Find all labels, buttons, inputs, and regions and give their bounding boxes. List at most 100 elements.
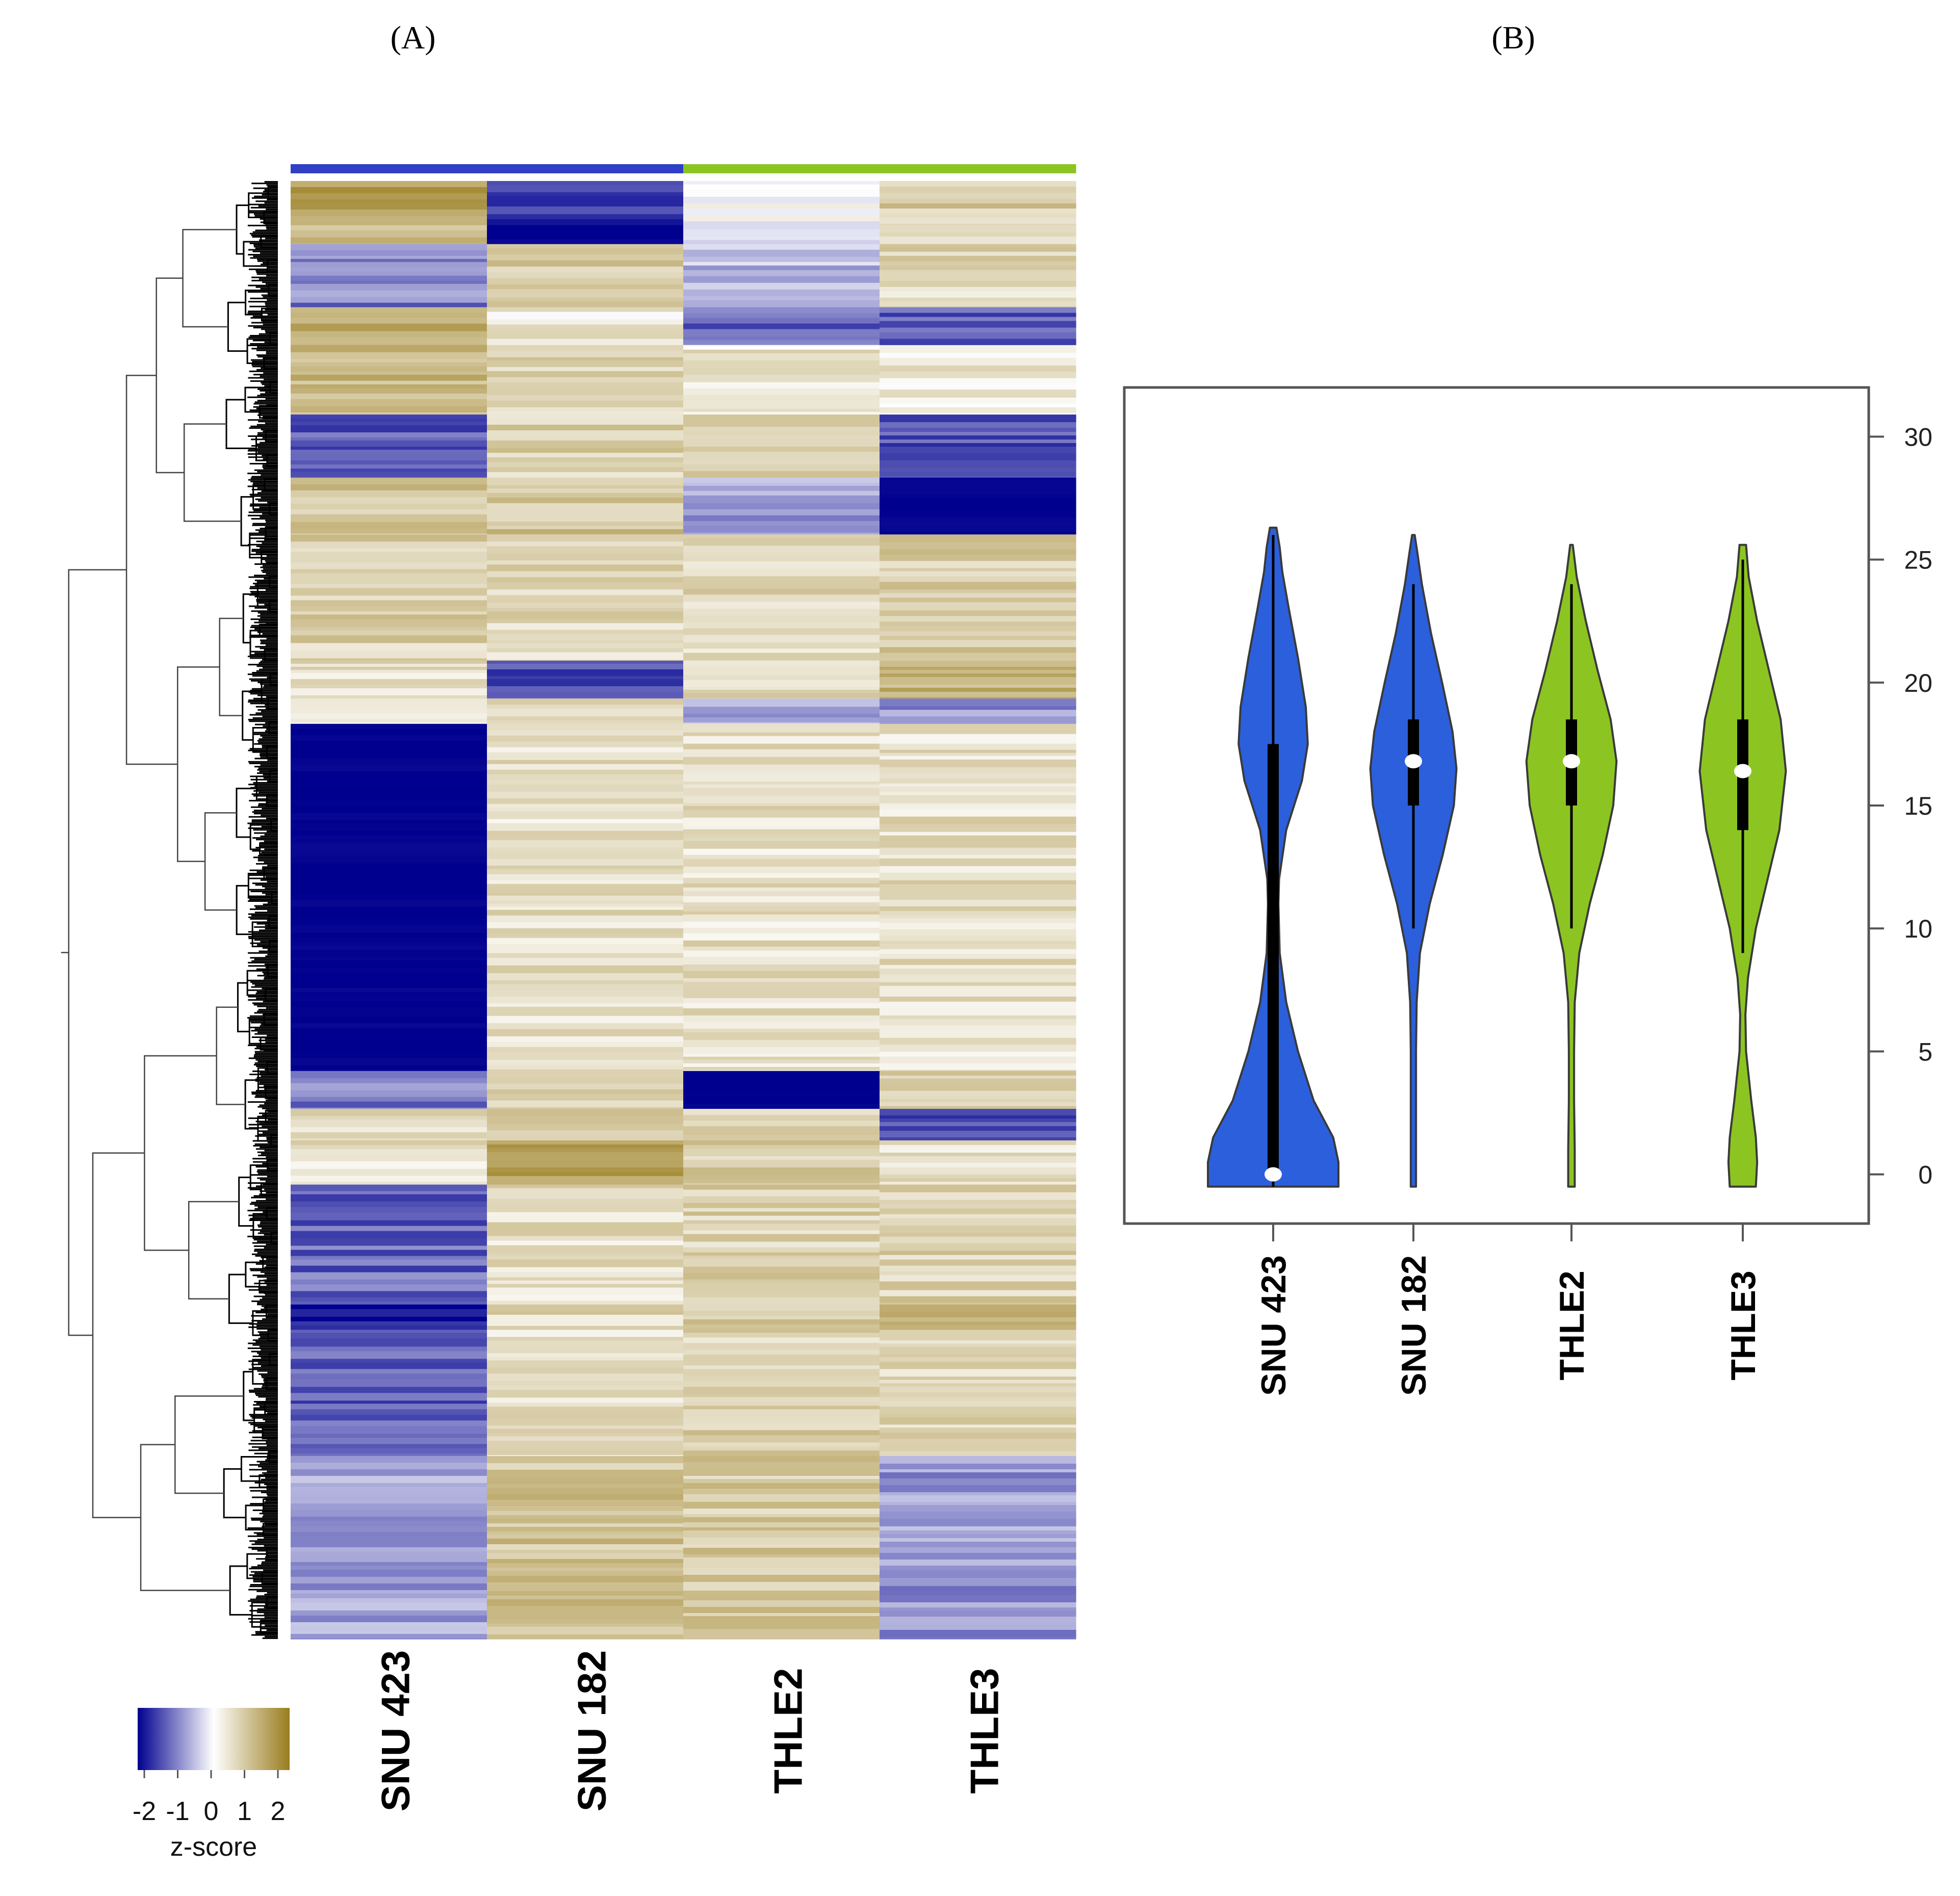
heatmap-cell xyxy=(291,894,487,901)
heatmap-cell xyxy=(487,564,684,572)
heatmap-cell xyxy=(487,1340,684,1348)
heatmap-cell xyxy=(487,1259,684,1268)
heatmap-cell xyxy=(880,923,1076,930)
heatmap-cell xyxy=(683,1381,880,1387)
heatmap-cell xyxy=(880,422,1076,428)
heatmap-cell xyxy=(683,841,880,849)
heatmap-cell xyxy=(291,1116,487,1120)
heatmap-cell xyxy=(487,1455,684,1457)
heatmap-cell xyxy=(683,940,880,947)
violin-median xyxy=(1734,764,1751,778)
heatmap-cell xyxy=(683,229,880,238)
heatmap-cell xyxy=(880,631,1076,636)
heatmap-cell xyxy=(487,503,684,509)
heatmap-cell xyxy=(683,1126,880,1131)
violin xyxy=(1525,543,1618,1188)
heatmap-cell xyxy=(880,568,1076,572)
heatmap-cell xyxy=(487,453,684,458)
heatmap-cell xyxy=(487,1425,684,1429)
heatmap-cell xyxy=(291,672,487,680)
heatmap-cell xyxy=(683,1343,880,1350)
heatmap-cell xyxy=(487,1130,684,1136)
heatmap-cell xyxy=(880,193,1076,199)
heatmap-cell xyxy=(291,1536,487,1544)
heatmap-cell xyxy=(880,791,1076,796)
heatmap-cell xyxy=(880,203,1076,209)
heatmap-cell xyxy=(291,850,487,857)
heatmap-cell xyxy=(683,237,880,241)
heatmap-cell xyxy=(683,946,880,951)
heatmap-cell xyxy=(291,1426,487,1434)
heatmap-cell xyxy=(291,1444,487,1448)
heatmap-cell xyxy=(291,1362,487,1369)
heatmap-cell xyxy=(880,321,1076,328)
heatmap-cell xyxy=(291,280,487,284)
heatmap-cell xyxy=(487,652,684,660)
heatmap-cell xyxy=(683,680,880,687)
heatmap-cell xyxy=(487,1634,684,1640)
heatmap-cell xyxy=(291,1333,487,1339)
heatmap-cell xyxy=(683,336,880,341)
heatmap-cell xyxy=(291,914,487,920)
heatmap-cell xyxy=(683,1104,880,1109)
heatmap-cell xyxy=(487,1184,684,1189)
heatmap-cell xyxy=(291,932,487,939)
heatmap-cell xyxy=(683,1203,880,1209)
heatmap-cell xyxy=(880,1008,1076,1016)
heatmap-cell xyxy=(880,1400,1076,1407)
violin-x-labels: SNU 423 SNU 182 THLE2 THLE3 xyxy=(1254,1224,1763,1396)
heatmap-cell xyxy=(487,1575,684,1583)
heatmap-cell xyxy=(487,1407,684,1414)
heatmap-cell xyxy=(683,435,880,440)
heatmap-cell xyxy=(291,1526,487,1533)
heatmap-cell xyxy=(487,603,684,608)
heatmap-cell xyxy=(291,275,487,281)
dendrogram-branch xyxy=(245,1504,264,1530)
heatmap-cell xyxy=(683,439,880,447)
heatmap-cell xyxy=(487,811,684,820)
heatmap-cell xyxy=(880,847,1076,855)
heatmap-cell xyxy=(291,1456,487,1463)
heatmap-cell xyxy=(683,1387,880,1394)
heatmap-cell xyxy=(880,1616,1076,1624)
violin-x-label: SNU 182 xyxy=(1395,1255,1433,1396)
heatmap-cell xyxy=(683,743,880,750)
heatmap-cell xyxy=(683,1310,880,1317)
heatmap-cell xyxy=(880,918,1076,924)
heatmap-cell xyxy=(487,400,684,408)
heatmap-cell xyxy=(291,230,487,238)
heatmap-cell xyxy=(291,250,487,256)
heatmap-cell xyxy=(487,307,684,313)
heatmap-cell xyxy=(880,274,1076,281)
dendrogram-branch xyxy=(236,204,249,255)
heatmap-cell xyxy=(487,859,684,866)
heatmap-cell xyxy=(880,842,1076,848)
heatmap-cell xyxy=(683,1115,880,1121)
heatmap-cell xyxy=(291,1138,487,1141)
heatmap-cell xyxy=(683,1567,880,1575)
heatmap-cell xyxy=(880,1629,1076,1638)
heatmap-cell xyxy=(880,181,1076,187)
heatmap-cell xyxy=(880,1152,1076,1157)
heatmap-cell xyxy=(291,1610,487,1616)
heatmap-cell xyxy=(880,1090,1076,1097)
heatmap-cell xyxy=(880,1380,1076,1384)
heatmap-cell xyxy=(683,490,880,496)
heatmap-cell xyxy=(291,1590,487,1594)
heatmap-cell xyxy=(880,1602,1076,1608)
y-tick-label: 20 xyxy=(1904,669,1932,697)
heatmap-cell xyxy=(487,1284,684,1288)
heatmap-cell xyxy=(683,1574,880,1582)
heatmap-cell xyxy=(487,1194,684,1200)
panel-label-a: (A) xyxy=(391,19,436,56)
heatmap-cell xyxy=(880,1439,1076,1446)
heatmap-cell xyxy=(487,1619,684,1624)
heatmap-cell xyxy=(291,740,487,747)
heatmap-cell xyxy=(683,1252,880,1256)
heatmap-cell xyxy=(487,1623,684,1627)
heatmap-cell xyxy=(683,521,880,526)
heatmap-cell xyxy=(683,452,880,460)
heatmap-cell xyxy=(487,903,684,907)
heatmap-cell xyxy=(880,313,1076,318)
heatmap-cell xyxy=(487,1360,684,1368)
